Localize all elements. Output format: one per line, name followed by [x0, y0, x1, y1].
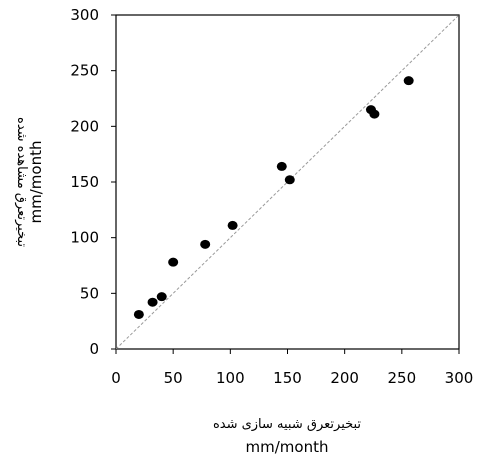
y-tick-label: 300 [70, 6, 99, 24]
y-tick-label: 50 [80, 284, 99, 302]
y-axis-ticks: 0 50 100 150 200 250 300 [70, 6, 116, 358]
data-point [168, 257, 179, 267]
x-tick-label: 50 [164, 369, 183, 387]
data-point [147, 297, 158, 307]
data-point [200, 239, 211, 249]
x-tick-label: 150 [273, 369, 302, 387]
x-tick-label: 200 [330, 369, 359, 387]
x-tick-label: 100 [216, 369, 245, 387]
x-axis-title-line2: mm/month [246, 438, 329, 456]
x-axis-ticks: 0 50 100 150 200 250 300 [111, 349, 473, 387]
y-tick-label: 250 [70, 62, 99, 80]
data-point [133, 309, 144, 319]
data-point [403, 76, 414, 86]
x-tick-label: 0 [111, 369, 121, 387]
data-points [133, 76, 414, 319]
data-point [156, 292, 167, 302]
y-tick-label: 100 [70, 229, 99, 247]
y-axis-title-line1: تبخیرتعرق مشاهده شده [14, 117, 29, 247]
data-point [227, 220, 238, 230]
y-axis-title-line2: mm/month [27, 141, 45, 224]
y-tick-label: 0 [89, 340, 99, 358]
y-tick-label: 150 [70, 173, 99, 191]
x-axis-title-line1: تبخیرتعرق شبیه سازی شده [213, 417, 361, 432]
data-point [284, 175, 295, 185]
x-tick-label: 300 [445, 369, 474, 387]
data-point [276, 161, 287, 171]
data-point [369, 109, 380, 119]
x-tick-label: 250 [388, 369, 417, 387]
y-tick-label: 200 [70, 117, 99, 135]
